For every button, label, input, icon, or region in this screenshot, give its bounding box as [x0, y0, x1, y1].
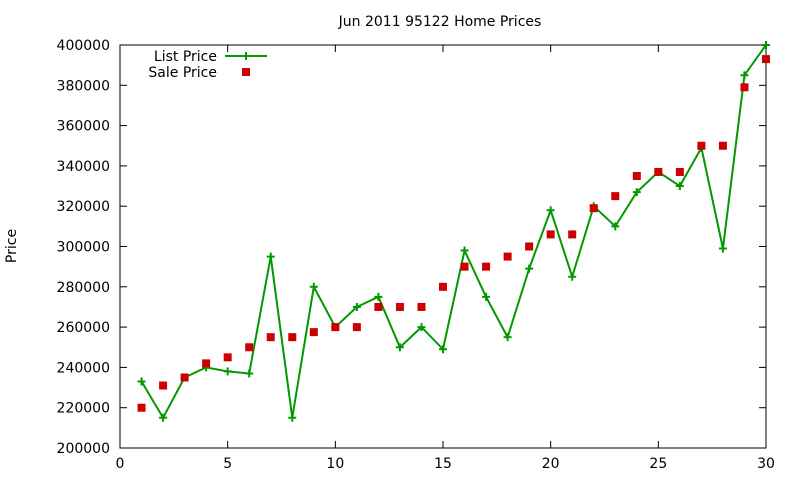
list-price-point	[762, 41, 770, 49]
legend-label: List Price	[154, 49, 217, 65]
y-tick-label: 260000	[57, 320, 110, 336]
y-tick-label: 380000	[57, 78, 110, 94]
axis-tick-labels: 0 5 10 15 20 25 30 200000 220000 240000 260000 2800…	[57, 38, 775, 472]
sale-price-point	[546, 230, 555, 239]
y-tick-label: 320000	[57, 199, 110, 215]
x-tick-label: 20	[542, 456, 560, 472]
sale-price-point	[309, 328, 318, 337]
sale-price-point	[245, 343, 254, 352]
list-price-point	[503, 333, 512, 342]
y-tick-label: 360000	[57, 119, 110, 135]
plot-frame	[119, 44, 767, 449]
x-tick-label: 25	[649, 456, 667, 472]
sale-price-point	[482, 262, 491, 271]
list-price-point	[395, 343, 404, 352]
sale-price-point	[266, 333, 275, 342]
sale-price-point	[697, 141, 706, 150]
list-price-point	[266, 252, 275, 261]
y-tick-label: 300000	[57, 240, 110, 256]
sale-price-point	[439, 282, 447, 291]
legend-swatch-marker	[242, 68, 250, 76]
list-price-point	[525, 264, 534, 273]
data-series	[137, 41, 770, 422]
sale-price-point	[762, 55, 770, 64]
list-price-point	[439, 345, 447, 354]
list-price-point	[546, 206, 555, 215]
axis-ticks	[119, 44, 767, 449]
sale-price-point	[374, 302, 383, 311]
sale-price-point	[568, 230, 577, 239]
y-tick-label: 280000	[57, 280, 110, 296]
list-price-point	[460, 246, 469, 255]
sale-price-point	[223, 353, 232, 362]
sale-price-point	[503, 252, 512, 261]
sale-price-point	[180, 373, 189, 382]
list-price-point	[675, 182, 684, 191]
list-price-point	[632, 188, 641, 197]
list-price-point	[137, 377, 146, 386]
y-tick-label: 200000	[57, 441, 110, 457]
sale-price-point	[417, 302, 426, 311]
legend-swatch-marker	[242, 52, 250, 60]
sale-price-point	[159, 381, 168, 390]
sale-price-point	[740, 83, 749, 92]
list-price-point	[374, 292, 383, 301]
y-axis-label: Price	[4, 229, 20, 263]
sale-price-point	[675, 167, 684, 176]
sale-price-point	[460, 262, 469, 271]
x-tick-label: 15	[434, 456, 452, 472]
sale-price-point	[352, 323, 361, 332]
list-price-point	[568, 272, 577, 281]
sale-price-point	[611, 192, 620, 201]
legend-label: Sale Price	[148, 65, 217, 81]
sale-price-point	[202, 359, 211, 368]
sale-price-point	[718, 141, 727, 150]
chart-title: Jun 2011 95122 Home Prices	[338, 14, 542, 30]
list-price-line	[140, 44, 767, 420]
list-price-point	[159, 413, 168, 422]
list-price-point	[309, 282, 318, 291]
list-price-point	[288, 413, 297, 422]
sale-price-point	[331, 323, 340, 332]
list-price-point	[245, 369, 254, 378]
sale-price-point	[137, 403, 146, 412]
sale-price-point	[525, 242, 534, 251]
y-tick-label: 240000	[57, 360, 110, 376]
x-tick-label: 0	[116, 456, 125, 472]
x-tick-label: 5	[223, 456, 232, 472]
sale-price-point	[632, 171, 641, 180]
list-price-point	[223, 367, 232, 376]
list-price-point	[740, 71, 749, 80]
x-tick-label: 10	[326, 456, 344, 472]
sale-price-point	[589, 204, 598, 213]
sale-price-point	[654, 167, 663, 176]
list-price-point	[352, 302, 361, 311]
sale-price-point	[395, 302, 404, 311]
y-tick-label: 340000	[57, 159, 110, 175]
list-price-point	[482, 292, 491, 301]
sale-price-point	[288, 333, 297, 342]
y-tick-label: 220000	[57, 401, 110, 417]
x-tick-label: 30	[757, 456, 775, 472]
list-price-point	[611, 222, 620, 231]
y-tick-label: 400000	[57, 38, 110, 54]
list-price-point	[417, 323, 426, 332]
list-price-point	[718, 244, 727, 253]
